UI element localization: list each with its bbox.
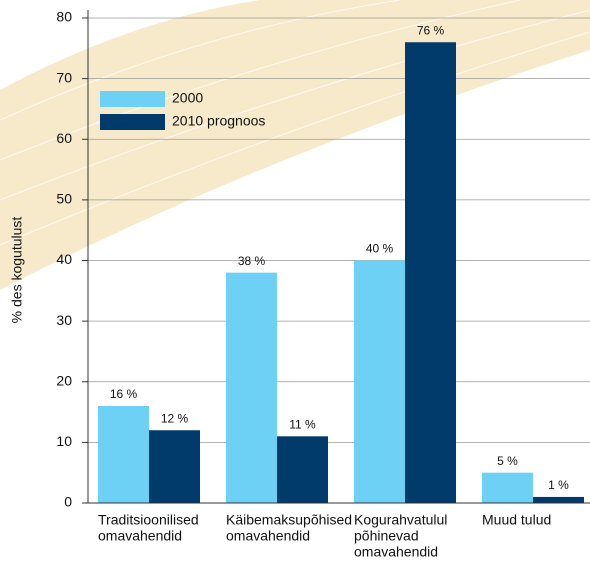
x-tick-label: omavahendid <box>226 528 310 544</box>
bar <box>277 436 328 503</box>
y-tick-label: 0 <box>64 494 72 510</box>
bar <box>405 42 456 503</box>
bar <box>482 472 533 503</box>
value-label: 40 % <box>366 242 394 256</box>
bar <box>226 272 277 503</box>
x-tick-label: omavahendid <box>354 544 438 560</box>
x-tick-label: Kogurahvatulul <box>354 512 447 528</box>
bar <box>354 260 405 503</box>
legend-swatch <box>100 91 165 107</box>
y-tick-label: 50 <box>56 191 72 207</box>
legend-label: 2000 <box>172 90 203 106</box>
bar <box>98 406 149 503</box>
legend-label: 2010 prognoos <box>172 113 265 129</box>
value-label: 12 % <box>161 411 189 425</box>
y-axis-label: % des kogutulust <box>9 217 25 324</box>
y-tick-label: 40 <box>56 251 72 267</box>
y-tick-label: 80 <box>56 9 72 25</box>
legend-swatch <box>100 114 165 130</box>
value-label: 1 % <box>548 478 569 492</box>
x-tick-label: Muud tulud <box>482 512 551 528</box>
y-tick-label: 70 <box>56 69 72 85</box>
value-label: 5 % <box>497 454 518 468</box>
x-tick-label: Traditsioonilised <box>98 512 199 528</box>
value-label: 11 % <box>289 417 316 431</box>
x-tick-label: omavahendid <box>98 528 182 544</box>
x-tick-label: Käibemaksupõhised <box>226 512 352 528</box>
bar <box>533 496 584 503</box>
x-tick-label: põhinevad <box>354 528 419 544</box>
y-tick-label: 60 <box>56 130 72 146</box>
band-lines <box>0 0 590 246</box>
y-tick-label: 10 <box>56 433 72 449</box>
y-tick-label: 30 <box>56 312 72 328</box>
y-tick-label: 20 <box>56 372 72 388</box>
value-label: 76 % <box>417 23 445 37</box>
bar <box>149 430 200 503</box>
value-label: 38 % <box>238 254 266 268</box>
value-label: 16 % <box>110 387 138 401</box>
